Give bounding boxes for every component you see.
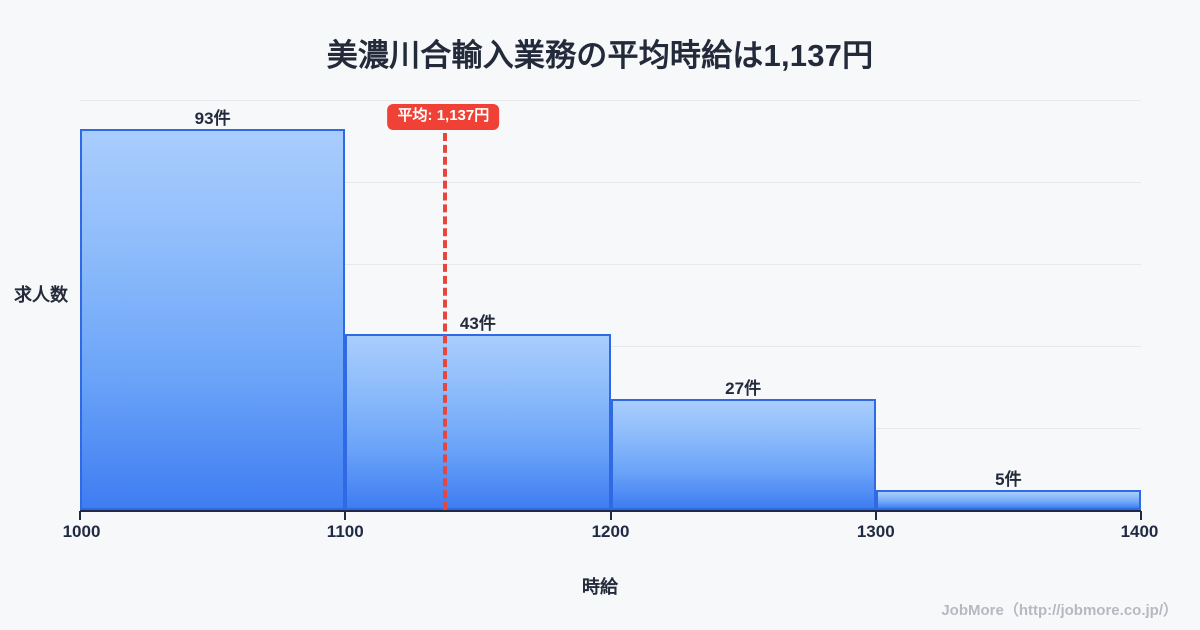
chart-title: 美濃川合輸入業務の平均時給は1,137円	[326, 38, 874, 73]
x-tick-label: 1300	[856, 522, 895, 541]
histogram-bar	[345, 333, 611, 510]
x-tick-mark	[344, 511, 347, 520]
histogram-bar	[610, 399, 876, 510]
x-axis-title: 時給	[582, 577, 618, 597]
x-tick-mark	[79, 511, 81, 520]
bar-value-label: 43件	[459, 313, 496, 333]
bar-value-label: 93件	[194, 108, 231, 128]
average-badge: 平均: 1,137円	[387, 104, 500, 130]
x-tick-mark	[1140, 511, 1142, 520]
x-tick-mark	[609, 511, 612, 520]
average-line	[443, 133, 448, 510]
x-tick-mark	[874, 511, 877, 520]
bar-value-label: 5件	[995, 469, 1022, 489]
y-axis-title: 求人数	[14, 285, 68, 305]
x-tick-label: 1200	[591, 522, 630, 541]
bar-value-label: 27件	[725, 379, 762, 399]
watermark: JobMore（http://jobmore.co.jp/）	[941, 602, 1178, 619]
gridline	[80, 182, 1141, 183]
x-tick-label: 1100	[326, 522, 364, 541]
gridline	[80, 346, 1141, 347]
gridline	[80, 264, 1141, 265]
x-tick-label: 1000	[62, 522, 101, 541]
gridline	[80, 100, 1141, 101]
histogram-bar	[875, 489, 1141, 510]
histogram-bar	[80, 128, 346, 510]
x-tick-label: 1400	[1120, 522, 1159, 541]
